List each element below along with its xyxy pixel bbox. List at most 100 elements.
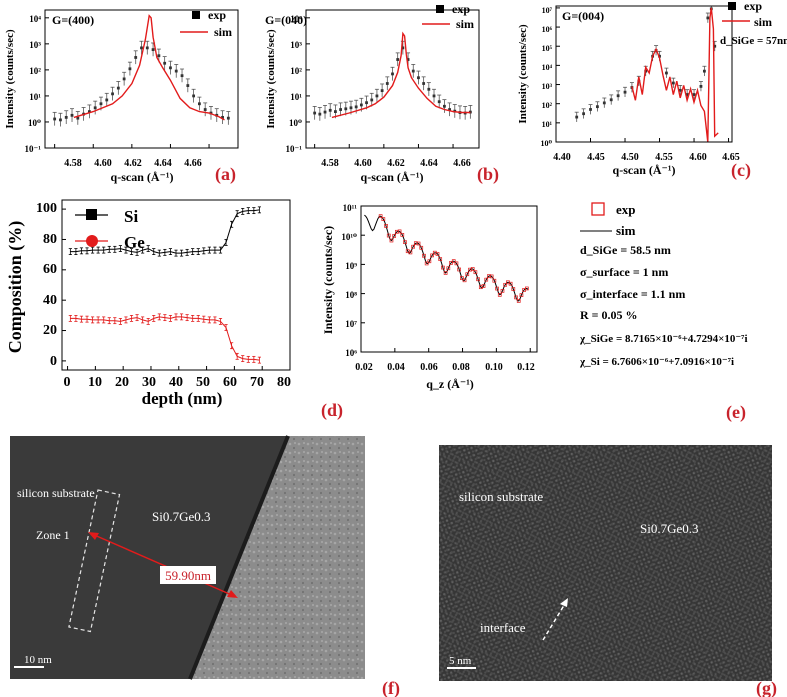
exp-point (616, 94, 620, 98)
exp-point (186, 84, 190, 87)
legend-exp-marker-e (591, 202, 605, 216)
legend-exp-marker-c (728, 2, 736, 10)
x-tick-label: 0 (64, 375, 71, 390)
y-tick-label: 10⁸ (345, 290, 357, 300)
exp-point (221, 115, 224, 119)
exp-point (454, 261, 459, 266)
substrate-label-f: silicon substrate (17, 486, 95, 500)
panel-label-g: (g) (756, 678, 777, 697)
x-tick-label: 0.06 (420, 362, 438, 373)
exp-point (403, 240, 407, 245)
y-tick-label: 20 (43, 323, 57, 338)
plot-area-a (45, 14, 231, 149)
exp-point (497, 292, 502, 297)
y-tick-label: 10³ (542, 82, 553, 91)
exp-point (151, 48, 155, 52)
y-tick-label: 10¹ (29, 92, 41, 102)
exp-point (481, 284, 486, 288)
sim-line (331, 31, 471, 119)
interface-arrow (542, 601, 567, 641)
interface-arrowhead (560, 598, 568, 607)
exp-point (671, 81, 675, 85)
exp-point (192, 94, 196, 98)
exp-point (516, 299, 521, 303)
legend-si-marker (86, 209, 97, 220)
exp-point (411, 244, 415, 249)
substrate-label-g: silicon substrate (459, 489, 543, 504)
y-axis-label-a: Intensity (counts/sec) (4, 29, 16, 129)
exp-point (408, 250, 413, 255)
x-tick-label: 4.62 (124, 158, 142, 169)
exp-point (59, 118, 62, 122)
panel-label-f: (f) (382, 678, 400, 697)
y-tick-label: 10² (290, 66, 302, 76)
y-tick-label: 10⁷ (345, 319, 357, 329)
exp-point (582, 112, 586, 116)
legend-sim-label-a: sim (214, 25, 232, 39)
tem-crystal-region-f (10, 436, 288, 679)
exp-point (416, 241, 421, 246)
exp-point (519, 293, 524, 297)
fit-param: R = 0.05 % (580, 308, 638, 322)
exp-point (417, 76, 420, 80)
x-tick-label: 80 (277, 375, 291, 390)
y-tick-label: 60 (43, 262, 57, 277)
sim-line (364, 214, 529, 302)
x-tick-label: 20 (115, 375, 129, 390)
y-axis-label-b: Intensity (counts/sec) (265, 29, 277, 129)
exp-point (323, 110, 327, 114)
plot-frame-c (555, 5, 733, 143)
y-tick-label: 80 (43, 232, 57, 247)
y-tick-label: 10⁰ (289, 118, 302, 128)
fit-param: σ_surface = 1 nm (580, 265, 668, 279)
thickness-label: 59.90nm (165, 568, 211, 583)
x-tick-label: 4.62 (387, 158, 405, 169)
exp-point (339, 108, 342, 111)
x-axis-label-d: depth (nm) (142, 389, 223, 408)
panel-label-a: (a) (215, 164, 236, 185)
x-tick-label: 4.64 (420, 158, 438, 169)
exp-point (713, 44, 717, 48)
x-axis-label-a: q-scan (Å⁻¹) (111, 170, 174, 184)
exp-point (500, 288, 505, 293)
exp-point (328, 108, 332, 112)
exp-point (419, 245, 424, 250)
exp-point (76, 116, 80, 120)
y-tick-label: 10¹ (290, 92, 302, 102)
arrowhead-left (88, 532, 99, 540)
y-tick-label: 0 (50, 354, 57, 369)
x-tick-label: 4.60 (94, 158, 112, 169)
y-tick-label: 10² (542, 101, 553, 110)
legend-ge-marker (86, 235, 98, 247)
exp-point (401, 46, 405, 50)
y-tick-label: 10⁵ (542, 44, 553, 53)
x-axis-label-e: q_z (Å⁻¹) (426, 377, 474, 391)
exp-point (116, 86, 120, 90)
x-tick-label: 50 (196, 375, 210, 390)
exp-point (134, 56, 138, 59)
x-tick-label: 4.60 (689, 152, 707, 163)
layer-label-g: Si0.7Ge0.3 (640, 521, 699, 536)
exp-point (438, 257, 443, 261)
x-tick-label: 0.02 (355, 362, 373, 373)
exp-point (397, 229, 402, 234)
exp-point (692, 93, 696, 96)
exp-point (392, 234, 397, 238)
exp-point (446, 266, 451, 271)
exp-point (389, 238, 394, 243)
plot-area-c (555, 5, 730, 143)
exp-point (386, 233, 391, 238)
exp-point (435, 252, 440, 256)
exp-point (575, 115, 579, 119)
exp-point (699, 84, 703, 88)
exp-point (524, 286, 529, 291)
exp-point (385, 82, 389, 85)
exp-point (381, 217, 386, 221)
exp-point (678, 88, 682, 92)
y-tick-label: 10⁶ (542, 25, 553, 34)
exp-point (349, 106, 353, 110)
x-tick-label: 4.40 (553, 152, 571, 163)
y-tick-label: 10⁴ (542, 63, 553, 72)
exp-point (602, 101, 606, 105)
exp-point (122, 77, 126, 81)
